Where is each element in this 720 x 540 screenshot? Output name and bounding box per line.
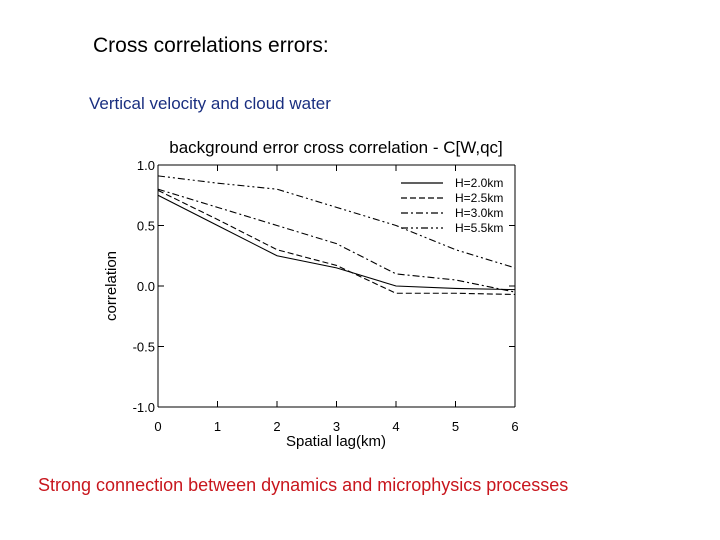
x-tick-label: 3 bbox=[333, 419, 340, 434]
axis-ticks: 0 1 2 3 4 5 6 -1.0 -0.5 0.0 0.5 1.0 bbox=[133, 158, 519, 434]
x-axis-label: Spatial lag(km) bbox=[286, 433, 386, 450]
y-tick-label: -0.5 bbox=[133, 340, 155, 355]
series-line-solid bbox=[157, 194, 516, 291]
series-line-dashed bbox=[157, 189, 516, 296]
legend-label: H=2.5km bbox=[455, 191, 503, 205]
slide-subtitle: Vertical velocity and cloud water bbox=[89, 94, 331, 113]
x-tick-label: 0 bbox=[154, 419, 161, 434]
x-tick-label: 2 bbox=[273, 419, 280, 434]
series-line-dashdotdot bbox=[157, 175, 516, 269]
chart-title: background error cross correlation - C[W… bbox=[169, 138, 503, 157]
series-lines bbox=[157, 175, 516, 296]
x-tick-label: 6 bbox=[511, 419, 518, 434]
y-tick-label: -1.0 bbox=[133, 400, 155, 415]
legend-label: H=5.5km bbox=[455, 221, 503, 235]
y-axis-label: correlation bbox=[103, 251, 120, 321]
legend-label: H=3.0km bbox=[455, 206, 503, 220]
y-tick-label: 1.0 bbox=[137, 158, 155, 173]
y-tick-label: 0.0 bbox=[137, 279, 155, 294]
x-tick-label: 5 bbox=[452, 419, 459, 434]
slide-title: Cross correlations errors: bbox=[93, 34, 329, 57]
x-tick-label: 4 bbox=[392, 419, 399, 434]
y-tick-label: 0.5 bbox=[137, 219, 155, 234]
legend-label: H=2.0km bbox=[455, 176, 503, 190]
footer-note: Strong connection between dynamics and m… bbox=[38, 475, 569, 495]
x-tick-label: 1 bbox=[214, 419, 221, 434]
series-line-dashdot bbox=[157, 188, 516, 293]
